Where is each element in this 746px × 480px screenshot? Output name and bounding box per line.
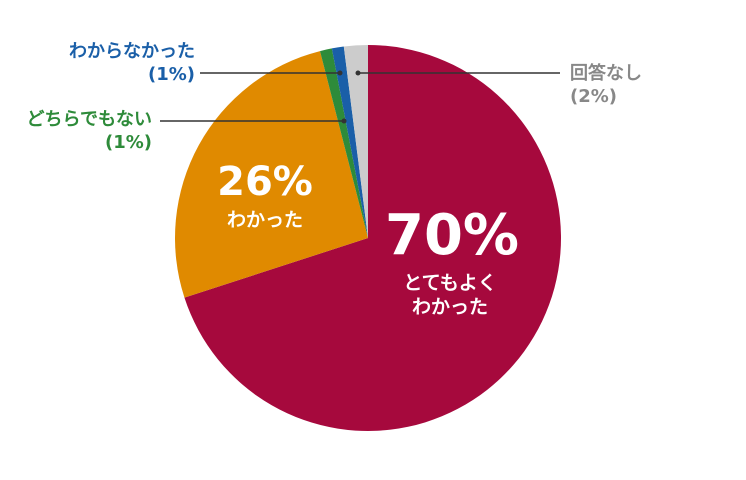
leader-dot — [337, 70, 343, 76]
category-label: わかった — [226, 209, 303, 231]
outside-label: 回答なし (2%) — [570, 62, 690, 109]
category-label: とてもよくわかった — [403, 271, 497, 319]
category-label: 回答なし — [570, 63, 642, 84]
leader-dot — [341, 118, 347, 124]
pie-slice — [331, 46, 368, 238]
pie-slice — [184, 45, 561, 431]
category-label: わからなかった — [69, 41, 195, 62]
slice-label: 70% とてもよくわかった — [385, 203, 520, 320]
value-label: 70% — [385, 203, 520, 268]
value-label: (1%) — [147, 64, 195, 86]
pie-slice — [320, 48, 368, 238]
pie-slice — [174, 51, 368, 298]
leader-dot — [355, 70, 361, 76]
value-label: (1%) — [104, 132, 152, 154]
outside-label: わからなかった (1%) — [20, 40, 195, 87]
value-label: 26% — [217, 159, 313, 205]
value-label: (2%) — [570, 86, 618, 108]
outside-label: どちらでもない (1%) — [20, 108, 152, 155]
slice-label: 26% わかった — [210, 160, 320, 233]
pie-slice — [343, 45, 368, 238]
category-label: どちらでもない — [26, 109, 152, 130]
